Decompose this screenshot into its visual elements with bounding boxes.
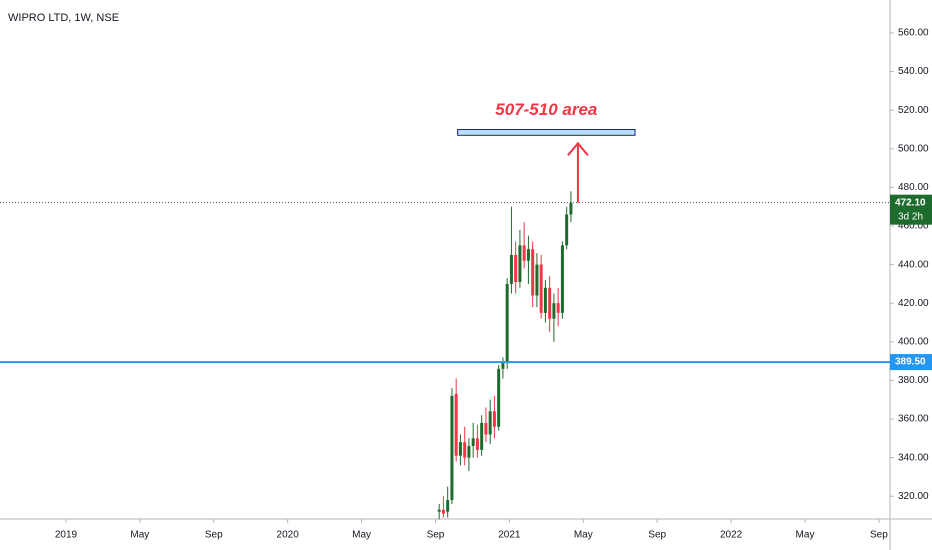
y-tick-label: 500.00	[898, 143, 929, 154]
candle-body	[531, 249, 535, 296]
y-tick-label: 420.00	[898, 298, 929, 309]
last-price-label: 472.10	[895, 197, 926, 208]
candle-body	[565, 214, 569, 246]
candle-body	[548, 287, 552, 319]
y-tick-label: 560.00	[898, 28, 929, 39]
candle-body	[514, 254, 518, 282]
y-tick-label: 440.00	[898, 259, 929, 270]
candle-body	[501, 363, 505, 369]
x-tick-label: 2020	[277, 530, 300, 541]
candle-body	[522, 245, 526, 261]
x-tick-label: 2022	[720, 530, 743, 541]
level-label: 389.50	[895, 357, 926, 368]
y-tick-label: 380.00	[898, 375, 929, 386]
candle-body	[543, 287, 547, 313]
x-tick-label: 2019	[55, 530, 78, 541]
x-tick-label: May	[574, 530, 593, 541]
candle-body	[458, 442, 462, 456]
arrow	[567, 141, 589, 203]
y-tick-label: 320.00	[898, 491, 929, 502]
x-tick-label: Sep	[870, 530, 888, 541]
countdown-label: 3d 2h	[898, 211, 923, 222]
level-label-bg	[890, 354, 932, 371]
target-zone	[457, 129, 636, 136]
candle-body	[446, 500, 450, 512]
candle-body	[488, 411, 492, 435]
x-tick-label: 2021	[498, 530, 521, 541]
candle-body	[463, 442, 467, 458]
candle-body	[535, 264, 539, 296]
x-tick-label: Sep	[427, 530, 445, 541]
candle-body	[505, 283, 509, 364]
y-tick-label: 360.00	[898, 414, 929, 425]
y-tick-label: 540.00	[898, 66, 929, 77]
candle-body	[539, 264, 543, 313]
candle-body	[475, 438, 479, 450]
candle-body	[518, 245, 522, 282]
y-tick-label: 520.00	[898, 105, 929, 116]
candle-body	[497, 368, 501, 427]
candle-body	[471, 438, 475, 447]
y-tick-label: 460.00	[898, 221, 929, 232]
candle-body	[569, 202, 573, 215]
x-tick-label: May	[796, 530, 815, 541]
x-tick-label: Sep	[205, 530, 223, 541]
y-tick-label: 480.00	[898, 182, 929, 193]
candle-body	[441, 509, 445, 514]
candle-body	[480, 422, 484, 450]
last-price-bg	[890, 194, 932, 225]
candle-body	[484, 422, 488, 435]
zone-label: 507-510 area	[495, 100, 597, 119]
candle-body	[556, 303, 560, 313]
candle-body	[526, 249, 530, 261]
x-tick-label: Sep	[648, 530, 666, 541]
candle-body	[552, 303, 556, 319]
candle-body	[509, 254, 513, 284]
candle-body	[467, 446, 471, 458]
y-tick-label: 340.00	[898, 452, 929, 463]
chart-title: WIPRO LTD, 1W, NSE	[8, 12, 119, 24]
candle-body	[450, 395, 454, 501]
y-tick-label: 400.00	[898, 336, 929, 347]
x-tick-label: May	[352, 530, 371, 541]
candle-body	[492, 411, 496, 427]
candle-body	[437, 509, 441, 512]
candle-body	[454, 393, 458, 456]
x-tick-label: May	[130, 530, 149, 541]
candle-body	[560, 245, 564, 313]
